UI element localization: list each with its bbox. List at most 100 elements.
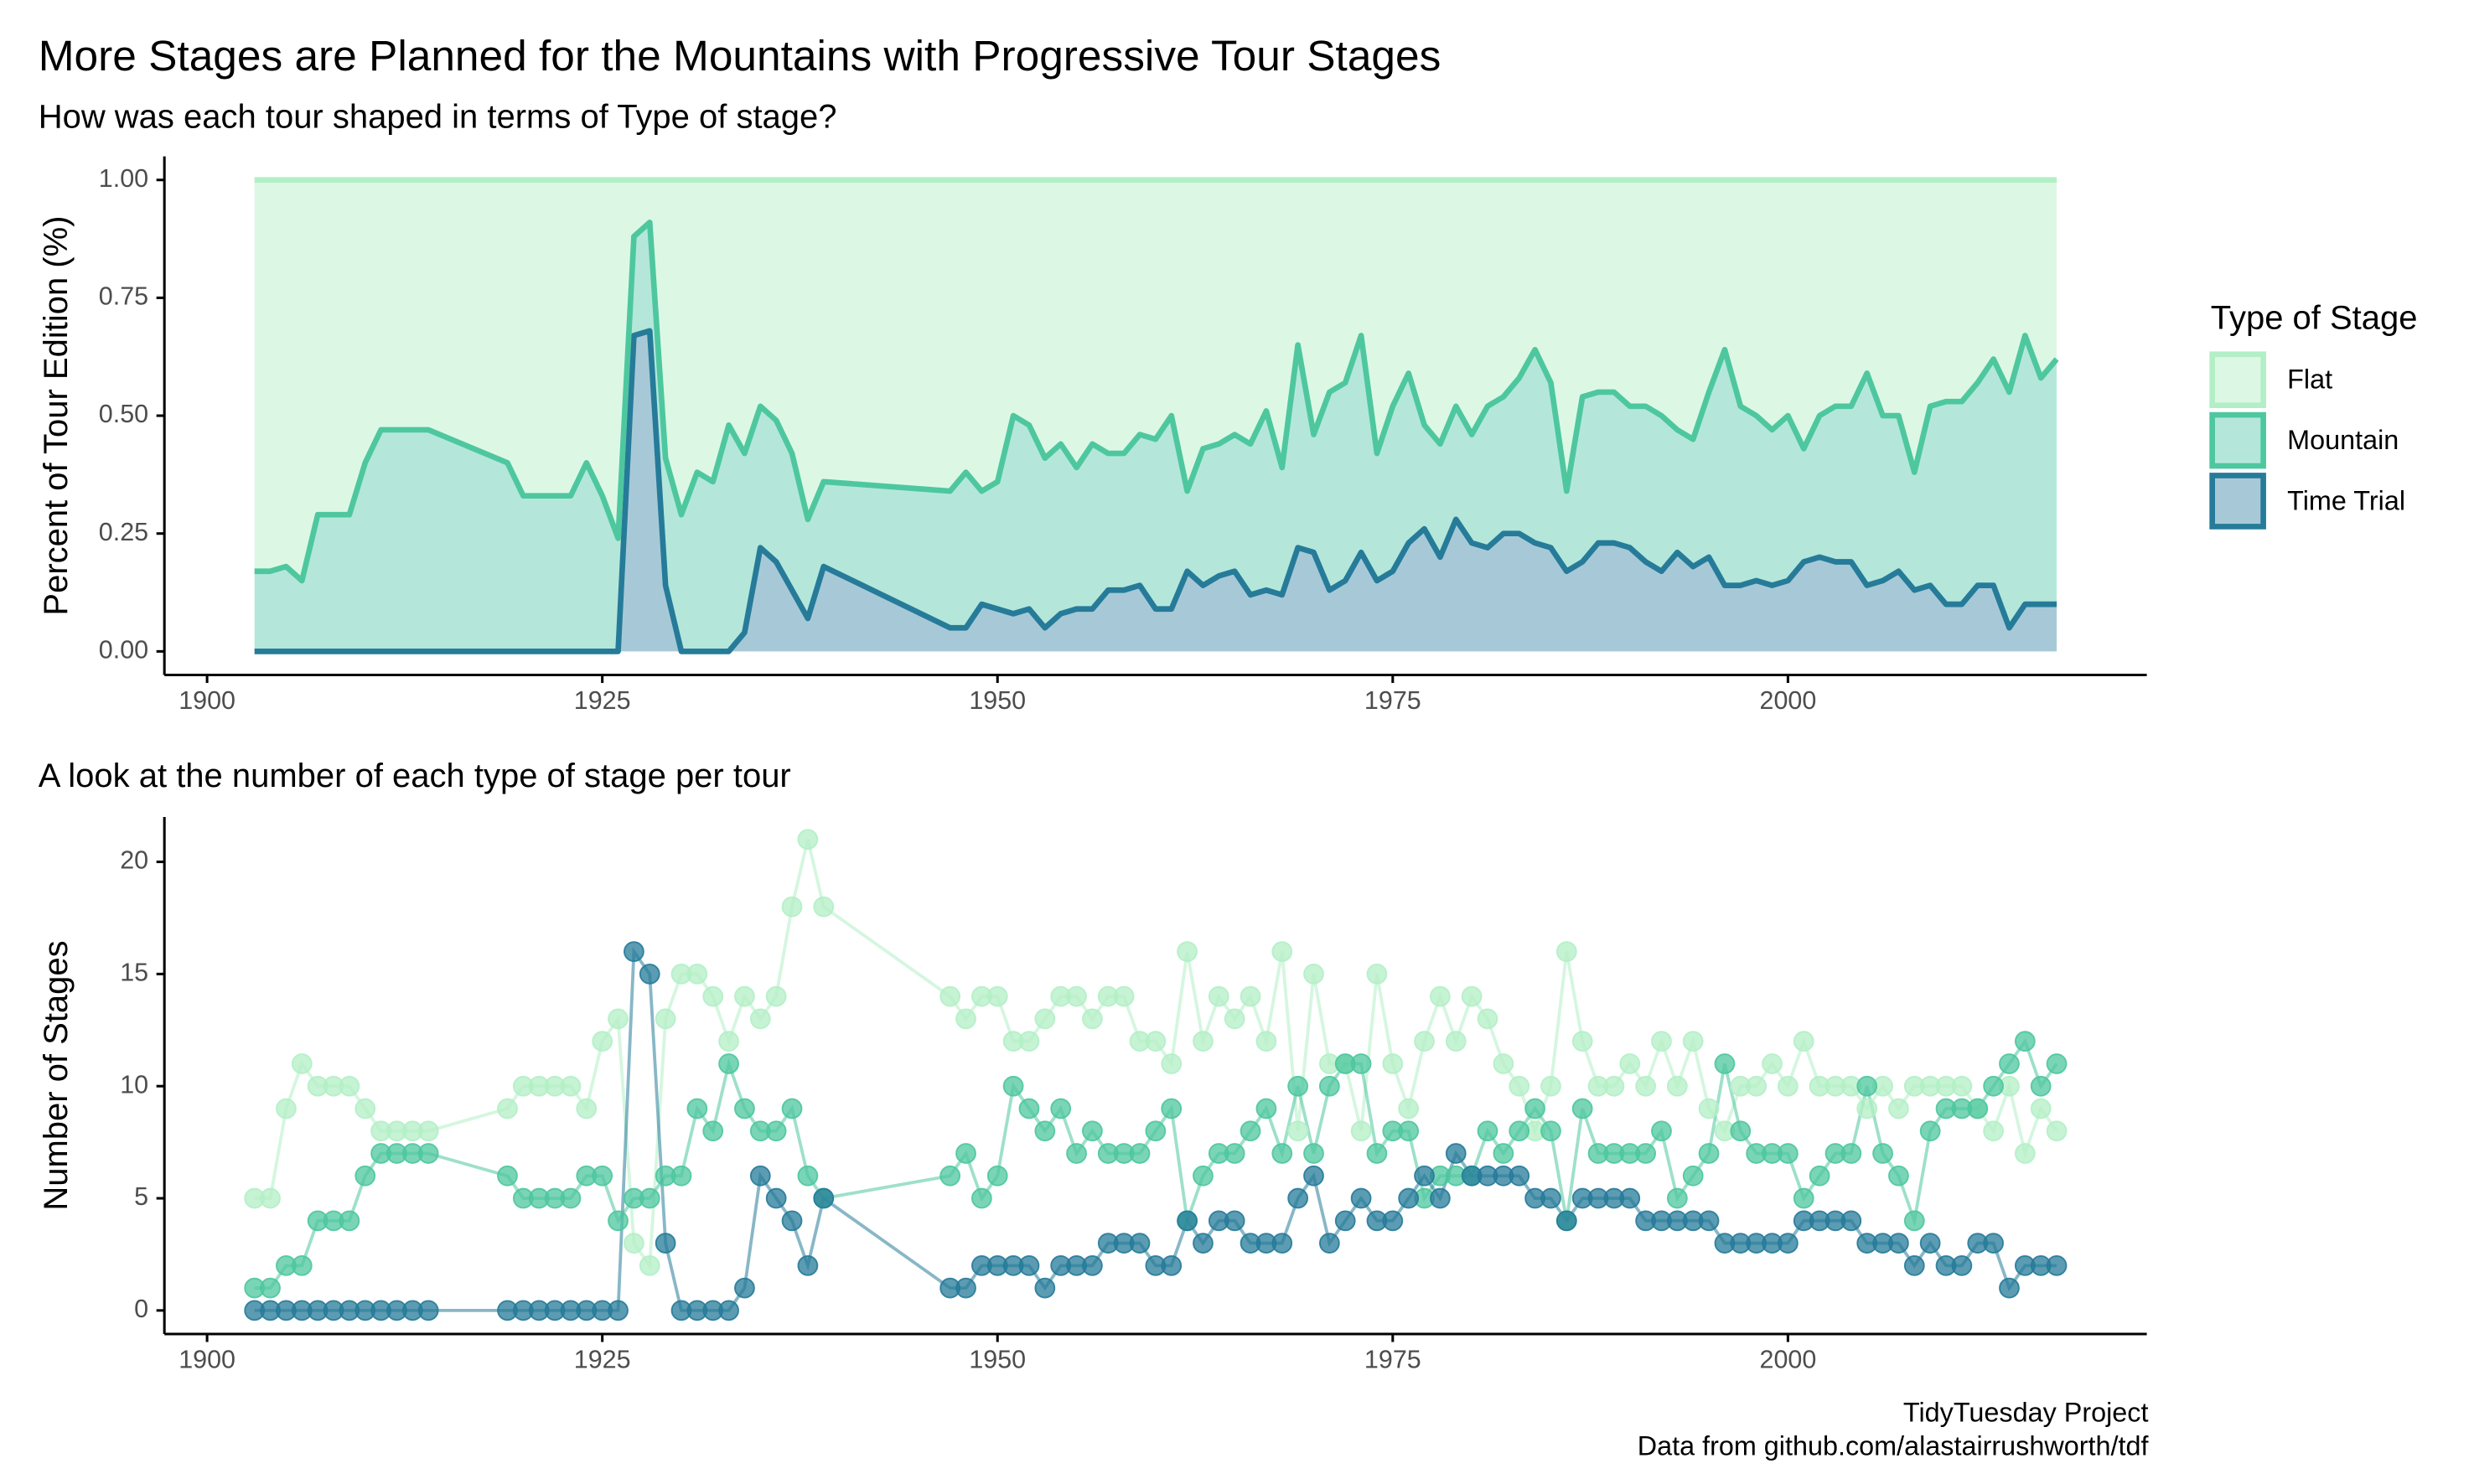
legend-title: Type of Stage <box>2211 299 2418 336</box>
point <box>1350 1053 1372 1074</box>
point <box>1240 985 1261 1007</box>
point <box>1445 1031 1467 1052</box>
point <box>986 985 1008 1007</box>
point <box>939 985 961 1007</box>
point <box>1271 941 1293 962</box>
y-tick-label: 5 <box>134 1182 148 1211</box>
point <box>1840 1143 1862 1164</box>
point <box>970 1187 992 1209</box>
area <box>254 330 2057 652</box>
point <box>1793 1031 1814 1052</box>
x-tick-label: 1975 <box>1364 686 1421 715</box>
point <box>260 1187 281 1209</box>
point <box>1698 1210 1720 1232</box>
point <box>1082 1008 1103 1030</box>
point <box>1303 1165 1324 1187</box>
point <box>497 1098 518 1119</box>
point <box>1082 1120 1103 1142</box>
point <box>1113 985 1135 1007</box>
point <box>939 1165 961 1187</box>
legend-key <box>2209 351 2266 409</box>
point <box>718 1300 739 1321</box>
point <box>1224 1008 1245 1030</box>
point <box>955 1143 976 1164</box>
point <box>276 1098 297 1119</box>
point <box>1619 1053 1641 1074</box>
point <box>497 1165 518 1187</box>
point <box>1635 1143 1656 1164</box>
point <box>1161 1098 1183 1119</box>
x-tick-label: 2000 <box>1759 1345 1816 1373</box>
caption: TidyTuesday Project <box>1903 1398 2149 1428</box>
point <box>1888 1233 1909 1254</box>
point <box>1129 1143 1151 1164</box>
point <box>1224 1210 1245 1232</box>
y-tick-label: 20 <box>120 846 148 875</box>
point <box>1193 1031 1214 1052</box>
point <box>1872 1143 1893 1164</box>
point <box>734 985 755 1007</box>
point <box>1524 1098 1545 1119</box>
point <box>2030 1098 2052 1119</box>
legend-label: Mountain <box>2287 425 2399 455</box>
legend-label: Time Trial <box>2287 485 2405 515</box>
point <box>1287 1075 1309 1097</box>
y-tick-label: 15 <box>120 958 148 986</box>
point <box>1888 1165 1909 1187</box>
point <box>765 1187 787 1209</box>
point <box>1398 1187 1420 1209</box>
point <box>765 985 787 1007</box>
point <box>291 1053 313 1074</box>
point <box>1571 1031 1593 1052</box>
point <box>797 1254 819 1276</box>
point <box>260 1277 281 1299</box>
point <box>781 896 803 918</box>
point <box>1350 1187 1372 1209</box>
point <box>1271 1233 1293 1254</box>
point <box>1746 1075 1768 1097</box>
point <box>1666 1075 1688 1097</box>
point <box>1303 1143 1324 1164</box>
x-tick-label: 1950 <box>969 1345 1026 1373</box>
point <box>1318 1233 1340 1254</box>
y-axis-title: Number of Stages <box>38 940 75 1210</box>
point <box>718 1031 739 1052</box>
point <box>1493 1143 1514 1164</box>
point <box>1271 1143 1293 1164</box>
y-tick-label: 1.00 <box>99 164 148 193</box>
point <box>1635 1075 1656 1097</box>
point <box>734 1098 755 1119</box>
point <box>639 963 660 985</box>
point <box>608 1300 629 1321</box>
point <box>1698 1143 1720 1164</box>
point <box>592 1165 613 1187</box>
y-axis-title: Percent of Tour Edition (%) <box>38 216 75 616</box>
point <box>1983 1120 2004 1142</box>
point <box>592 1031 613 1052</box>
point <box>1002 1075 1024 1097</box>
point <box>1856 1075 1878 1097</box>
point <box>1477 1008 1498 1030</box>
x-tick-label: 1900 <box>179 686 235 715</box>
point <box>1840 1210 1862 1232</box>
y-tick-label: 10 <box>120 1070 148 1099</box>
point <box>1778 1233 1799 1254</box>
point <box>1730 1120 1752 1142</box>
point <box>734 1277 755 1299</box>
point <box>1983 1233 2004 1254</box>
point <box>1509 1120 1530 1142</box>
point <box>797 1165 819 1187</box>
y-tick-label: 0.25 <box>99 518 148 546</box>
point <box>1967 1098 1989 1119</box>
point <box>1018 1098 1040 1119</box>
point <box>1778 1143 1799 1164</box>
caption: Data from github.com/alastairrushworth/t… <box>1638 1431 2150 1461</box>
point <box>1177 1210 1198 1232</box>
point <box>1066 985 1087 1007</box>
point <box>955 1277 976 1299</box>
point <box>1255 1031 1277 1052</box>
point <box>1350 1120 1372 1142</box>
point <box>1255 1098 1277 1119</box>
point <box>1903 1210 1925 1232</box>
